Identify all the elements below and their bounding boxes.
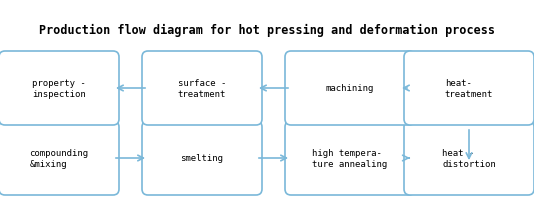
FancyBboxPatch shape [404, 52, 534, 125]
Text: property -
inspection: property - inspection [32, 79, 86, 98]
Text: compounding
&mixing: compounding &mixing [29, 149, 89, 168]
FancyBboxPatch shape [285, 52, 415, 125]
FancyBboxPatch shape [142, 52, 262, 125]
Text: surface -
treatment: surface - treatment [178, 79, 226, 98]
FancyBboxPatch shape [285, 121, 415, 195]
Text: heat -
distortion: heat - distortion [442, 149, 496, 168]
FancyBboxPatch shape [0, 121, 119, 195]
FancyBboxPatch shape [0, 52, 119, 125]
Text: heat-
treatment: heat- treatment [445, 79, 493, 98]
Text: Production flow diagram for hot pressing and deformation process: Production flow diagram for hot pressing… [39, 23, 495, 36]
Text: high tempera-
ture annealing: high tempera- ture annealing [312, 149, 388, 168]
FancyBboxPatch shape [142, 121, 262, 195]
Text: smelting: smelting [180, 154, 224, 163]
Text: machining: machining [326, 84, 374, 93]
FancyBboxPatch shape [404, 121, 534, 195]
